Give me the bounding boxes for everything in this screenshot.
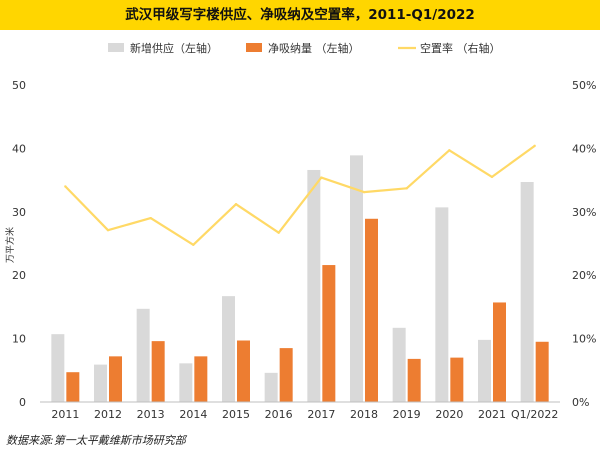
supply-bar xyxy=(264,372,278,402)
x-tick-label: 2017 xyxy=(307,408,335,421)
absorption-bar xyxy=(493,302,506,402)
x-tick-label: 2016 xyxy=(265,408,293,421)
x-tick-label: 2019 xyxy=(393,408,421,421)
vacancy-point xyxy=(149,216,152,220)
supply-bar xyxy=(350,155,363,402)
vacancy-point xyxy=(277,231,280,234)
chart-title: 武汉甲级写字楼供应、净吸纳及空置率，2011-Q1/2022 xyxy=(0,0,600,30)
y2-tick-label: 20% xyxy=(572,269,596,282)
y2-tick-label: 50% xyxy=(572,79,596,92)
supply-bar xyxy=(136,308,150,402)
supply-bar xyxy=(179,363,193,402)
absorption-bar xyxy=(237,340,250,402)
legend-label-vacancy: 空置率 （右轴） xyxy=(420,41,501,55)
x-tick-label: 2018 xyxy=(350,408,378,421)
absorption-bar xyxy=(151,341,165,402)
supply-bar xyxy=(94,364,107,402)
legend-swatch-absorption xyxy=(246,43,262,52)
y2-tick-label: 10% xyxy=(572,333,596,346)
x-tick-label: 2020 xyxy=(435,408,463,421)
y-tick-label: 10 xyxy=(12,333,26,346)
x-tick-label: 2011 xyxy=(51,408,79,421)
y-axis-label: 万平方米 xyxy=(4,227,16,263)
vacancy-point xyxy=(448,149,451,152)
absorption-bar xyxy=(66,372,80,402)
absorption-bar xyxy=(194,356,208,402)
x-tick-label: 2012 xyxy=(94,408,122,421)
absorption-bar xyxy=(279,348,293,402)
supply-bar xyxy=(222,296,235,402)
vacancy-point xyxy=(533,144,536,148)
x-tick-label: 2014 xyxy=(179,408,207,421)
y-tick-label: 50 xyxy=(12,79,26,92)
vacancy-point xyxy=(192,243,195,246)
legend-label-supply: 新增供应（左轴） xyxy=(130,41,218,55)
y2-tick-label: 30% xyxy=(572,206,596,219)
vacancy-point xyxy=(234,202,238,206)
legend-swatch-supply xyxy=(108,43,124,52)
vacancy-line xyxy=(64,145,536,246)
vacancy-point xyxy=(106,228,110,232)
combo-chart: 万平方米 0 10 20 30 40 50 0% 10% 20% 30% 40% 50% 2011 201… xyxy=(4,41,596,421)
vacancy-point xyxy=(320,176,323,179)
absorption-bar xyxy=(322,265,336,402)
x-tick-label: 2015 xyxy=(222,408,250,421)
source-note: 数据来源:第一太平戴维斯市场研究部 xyxy=(6,434,186,447)
y-tick-label: 30 xyxy=(12,206,26,219)
supply-bar xyxy=(392,327,406,402)
vacancy-point xyxy=(490,175,494,179)
y-tick-label: 20 xyxy=(12,269,26,282)
supply-bar xyxy=(51,334,65,402)
x-tick-label: 2021 xyxy=(478,408,506,421)
absorption-bar xyxy=(535,341,549,402)
vacancy-point xyxy=(362,190,366,194)
absorption-bar xyxy=(450,357,464,402)
y-tick-label: 0 xyxy=(19,396,26,409)
x-tick-label: Q1/2022 xyxy=(511,408,558,421)
y-tick-label: 40 xyxy=(12,142,26,155)
absorption-bar xyxy=(365,218,378,402)
vacancy-point xyxy=(64,185,67,188)
supply-bar xyxy=(435,207,449,402)
supply-bar xyxy=(520,182,534,402)
y2-tick-label: 40% xyxy=(572,142,596,155)
legend-label-absorption: 净吸纳量 （左轴） xyxy=(268,41,360,55)
y2-tick-label: 0% xyxy=(572,396,589,409)
absorption-bar xyxy=(407,358,421,402)
absorption-bar xyxy=(109,356,122,402)
supply-bar xyxy=(307,169,321,402)
vacancy-point xyxy=(405,187,408,190)
x-tick-label: 2013 xyxy=(137,408,165,421)
supply-bar xyxy=(478,339,491,402)
